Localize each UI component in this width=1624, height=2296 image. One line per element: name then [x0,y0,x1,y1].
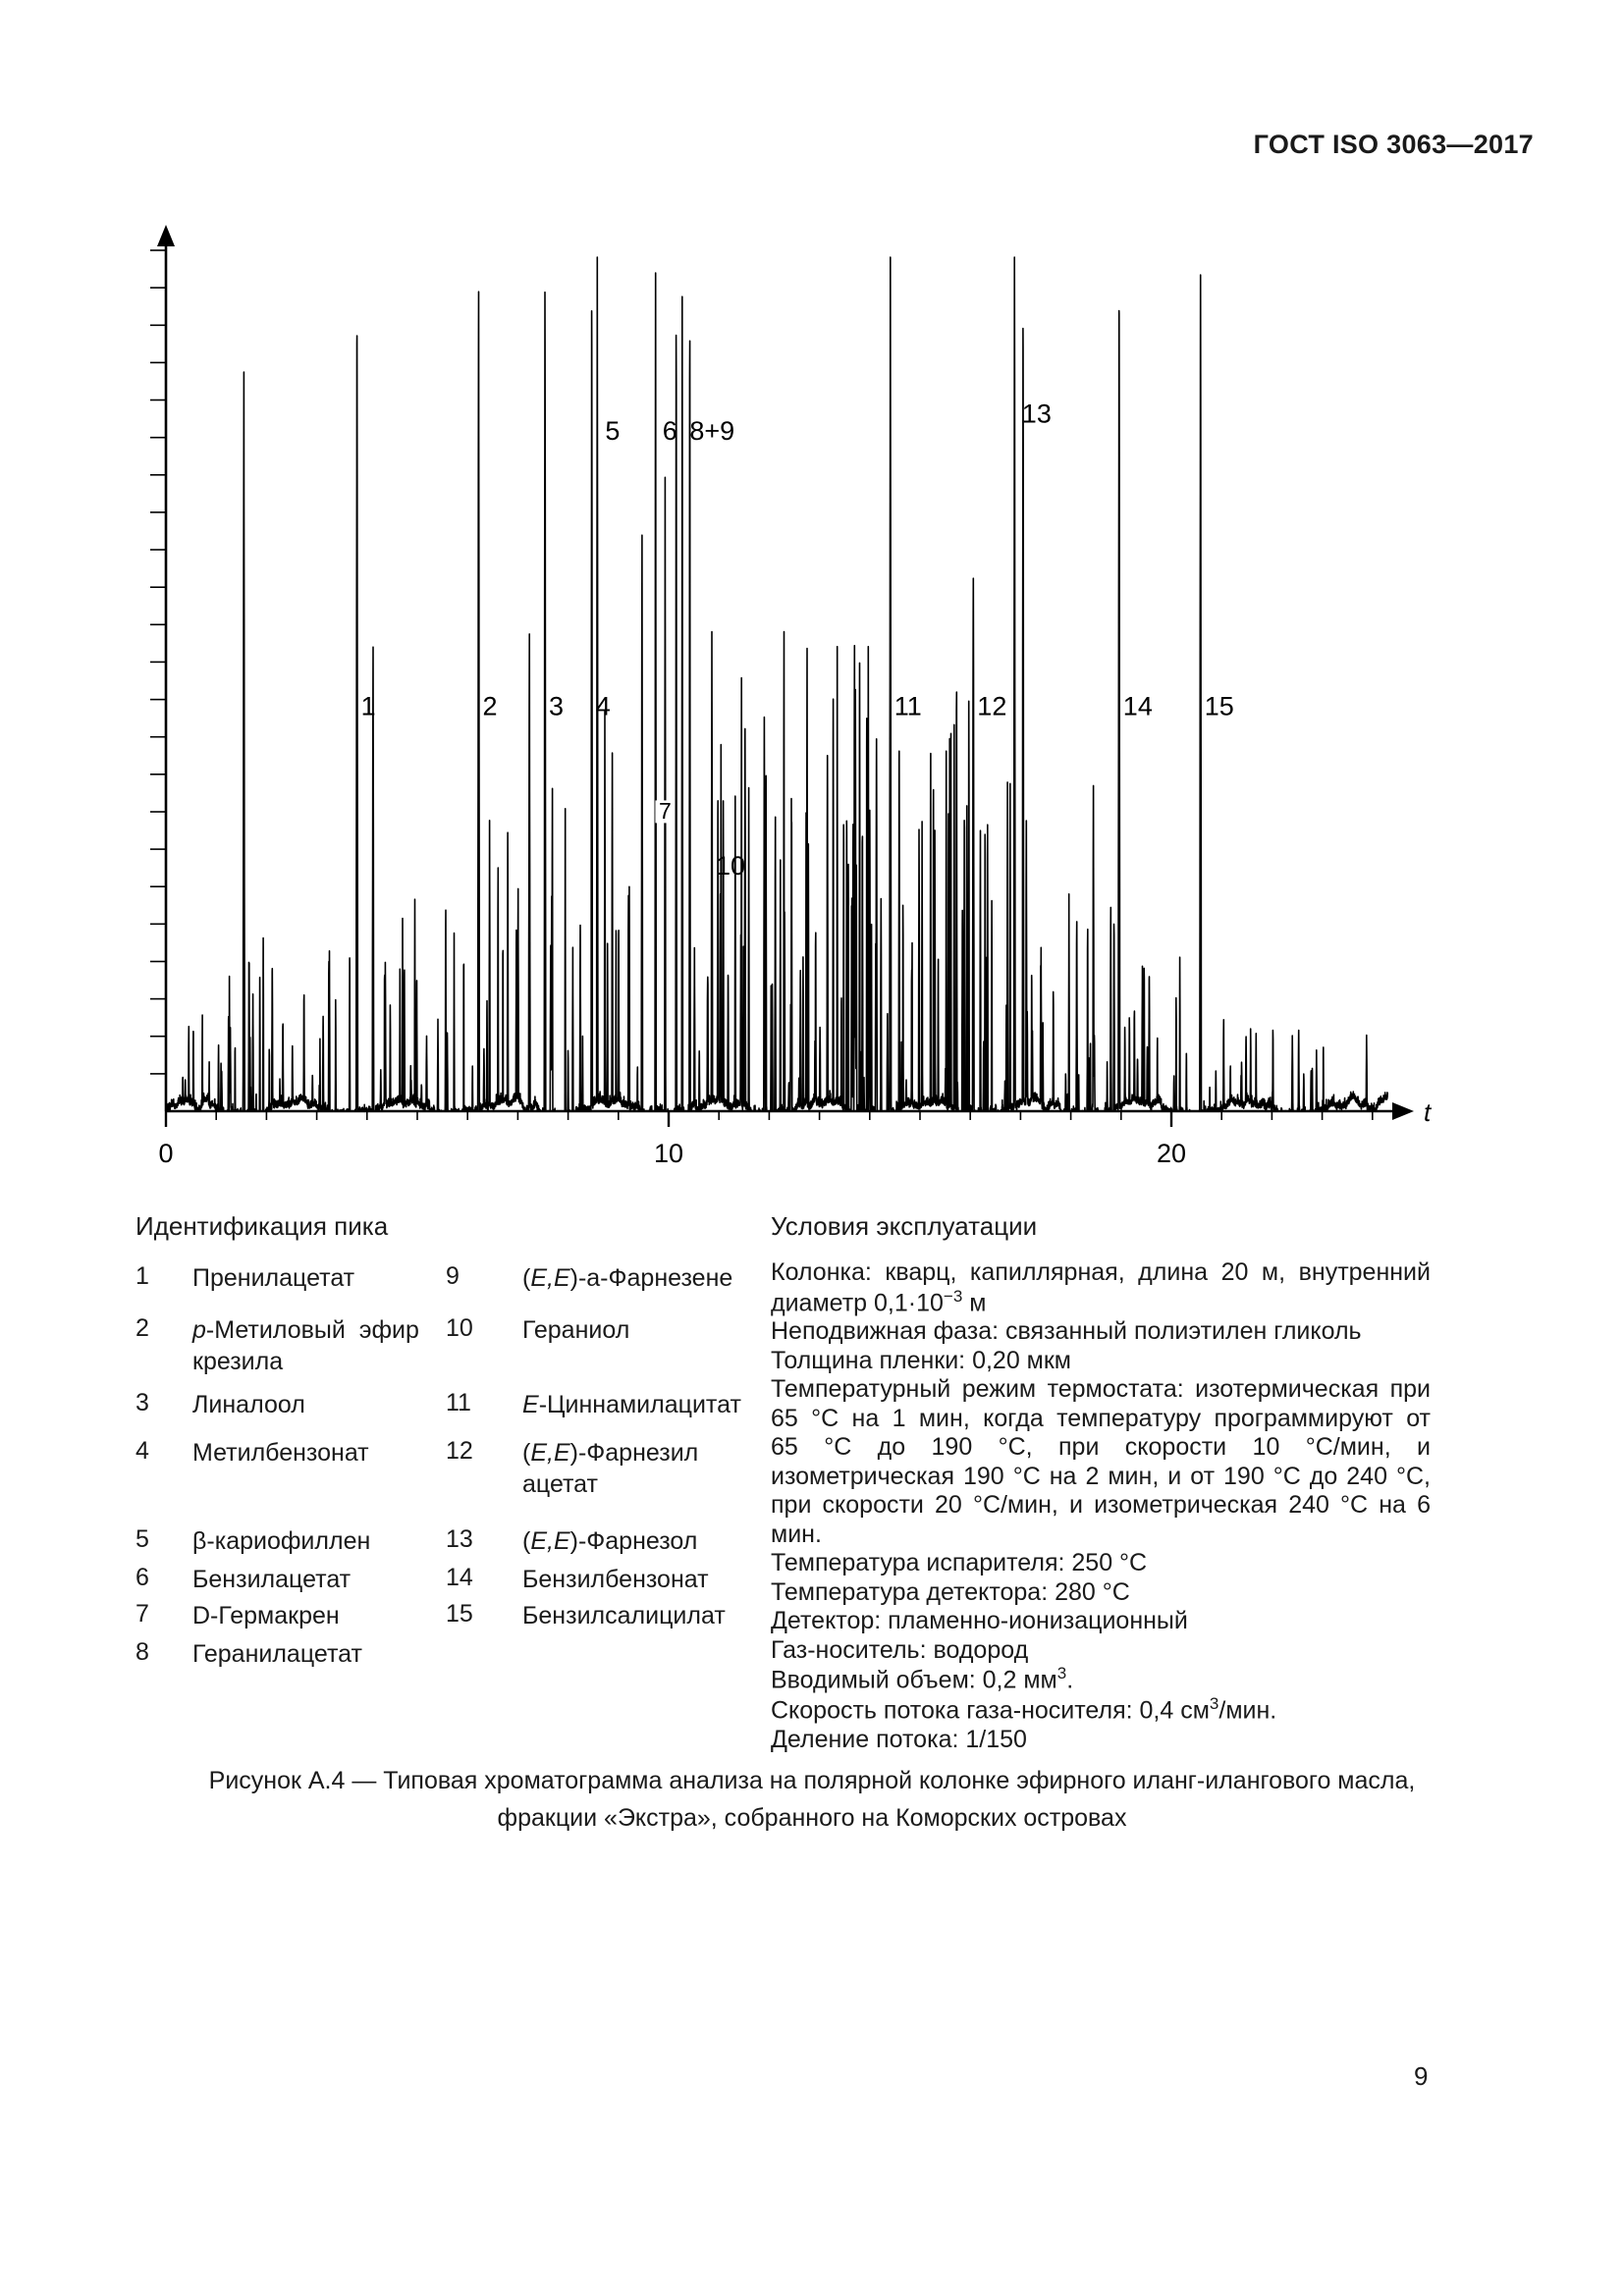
svg-text:10: 10 [716,851,745,881]
svg-text:0: 0 [158,1139,173,1168]
svg-text:7: 7 [659,798,672,824]
svg-text:4: 4 [596,692,611,721]
svg-text:t: t [1424,1097,1433,1127]
svg-text:3: 3 [549,692,564,721]
svg-text:11: 11 [894,692,922,721]
svg-text:10: 10 [654,1139,683,1168]
svg-text:14: 14 [1123,692,1153,721]
svg-text:15: 15 [1205,692,1234,721]
svg-text:12: 12 [977,692,1006,721]
svg-text:1: 1 [361,692,376,721]
svg-text:20: 20 [1157,1139,1186,1168]
svg-text:2: 2 [483,692,498,721]
